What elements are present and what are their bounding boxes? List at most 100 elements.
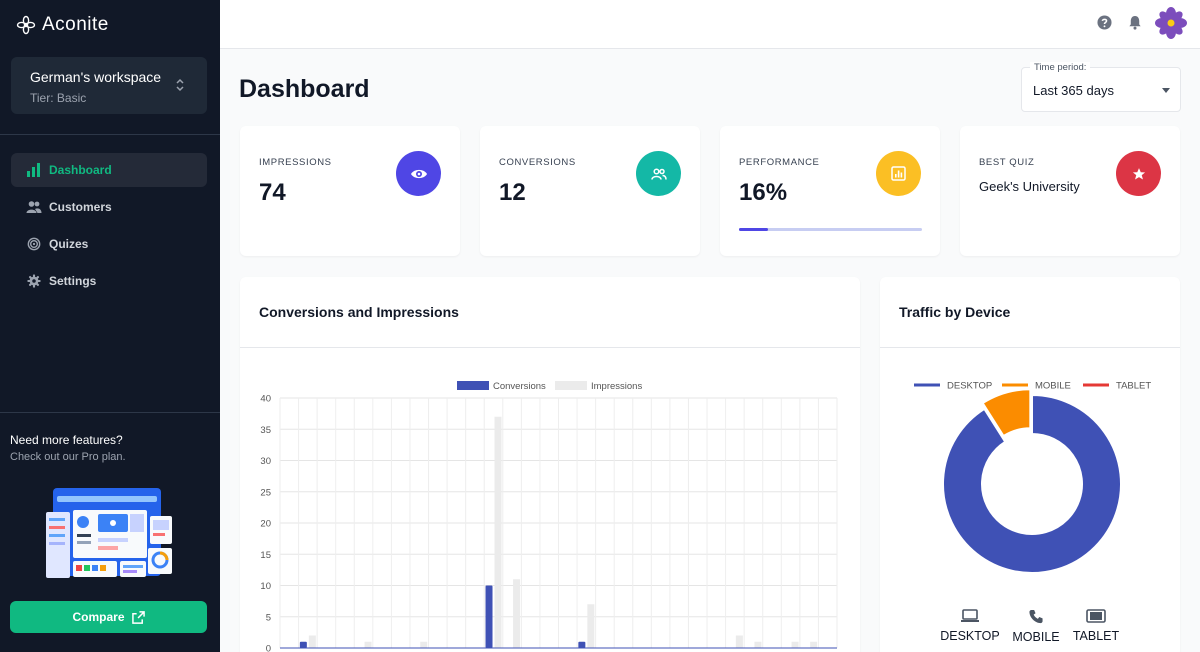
y-tick-label: 35 [260, 425, 271, 436]
tablet-icon [1086, 609, 1106, 623]
workspace-tier: Tier: Basic [30, 91, 87, 105]
pro-plan-promo: Need more features? Check out our Pro pl… [10, 433, 210, 578]
sidebar-item-dashboard[interactable]: Dashboard [11, 153, 207, 187]
star-icon [1132, 167, 1145, 180]
legend-swatch-conversions [457, 381, 489, 390]
performance-progress-fill [739, 228, 769, 231]
performance-card: PERFORMANCE 16% [720, 126, 940, 256]
legend-label-impressions: Impressions [591, 381, 642, 392]
bar-impressions [791, 641, 799, 648]
y-tick-label: 20 [260, 519, 271, 530]
laptop-icon [961, 609, 979, 622]
users-icon [650, 167, 667, 180]
target-icon [27, 237, 41, 251]
brand[interactable]: Aconite [16, 14, 109, 36]
stat-icon-circle [396, 151, 441, 196]
sidebar-item-customers[interactable]: Customers [11, 190, 207, 224]
time-period-value: Last 365 days [1033, 83, 1114, 98]
bar-impressions [735, 635, 743, 648]
legend-label-mobile: MOBILE [1035, 381, 1071, 392]
time-period-label: Time period: [1030, 62, 1091, 73]
bar-conversions [578, 641, 586, 648]
sidebar: Aconite German's workspace Tier: Basic D… [0, 0, 220, 652]
bar-impressions [308, 635, 316, 648]
y-tick-label: 30 [260, 456, 271, 467]
y-tick-label: 10 [260, 581, 271, 592]
donut-slice-mobile [981, 388, 1032, 438]
sidebar-item-label: Quizes [49, 237, 89, 251]
brand-name: Aconite [42, 14, 109, 35]
bar-conversions [485, 585, 493, 648]
y-tick-label: 40 [260, 394, 271, 405]
sidebar-divider [0, 134, 220, 135]
sidebar-item-label: Dashboard [49, 163, 112, 177]
sidebar-item-settings[interactable]: Settings [11, 264, 207, 298]
compare-button-label: Compare [72, 610, 125, 624]
chart-icon [891, 166, 906, 181]
y-tick-label: 0 [266, 644, 271, 652]
compare-button[interactable]: Compare [10, 601, 207, 633]
eye-icon [410, 169, 427, 178]
device-desktop: DESKTOP [940, 609, 1000, 643]
device-label: MOBILE [1012, 630, 1060, 644]
stat-value: 16% [739, 179, 788, 206]
bar-conversions [299, 641, 307, 648]
stat-label: BEST QUIZ [979, 157, 1035, 168]
users-icon [26, 201, 42, 213]
stat-icon-circle [1116, 151, 1161, 196]
bell-icon[interactable] [1128, 15, 1142, 30]
bar-impressions [420, 641, 428, 648]
bar-chart-icon [27, 163, 40, 177]
panel-title: Conversions and Impressions [259, 304, 459, 320]
panel-title: Traffic by Device [899, 304, 1011, 320]
chevron-up-down-icon [176, 78, 184, 92]
stat-icon-circle [876, 151, 921, 196]
device-mobile: MOBILE [1006, 609, 1066, 644]
stat-label: IMPRESSIONS [259, 157, 332, 168]
conversions-impressions-panel: Conversions and Impressions Conversions I… [240, 277, 860, 652]
page-title: Dashboard [239, 75, 370, 103]
bar-impressions [364, 641, 372, 648]
promo-title: Need more features? [10, 433, 123, 447]
sidebar-divider [0, 412, 220, 413]
workspace-switcher[interactable]: German's workspace Tier: Basic [11, 57, 207, 114]
avatar[interactable] [1155, 7, 1187, 39]
stat-label: CONVERSIONS [499, 157, 576, 168]
sidebar-item-label: Settings [49, 274, 97, 288]
legend-label-conversions: Conversions [493, 381, 546, 392]
donut-slice-desktop [942, 393, 1122, 574]
conversions-card: CONVERSIONS 12 [480, 126, 700, 256]
device-label: TABLET [1072, 629, 1120, 643]
stat-value: 74 [259, 179, 286, 206]
dashboard-illustration-icon [46, 488, 172, 578]
device-list: DESKTOP MOBILE TABLET [880, 607, 1180, 647]
bar-impressions [494, 416, 502, 648]
bar-impressions [754, 641, 762, 648]
caret-down-icon [1162, 88, 1170, 93]
legend-label-tablet: TABLET [1116, 381, 1151, 392]
sidebar-item-quizes[interactable]: Quizes [11, 227, 207, 261]
stat-label: PERFORMANCE [739, 157, 820, 168]
panel-divider [880, 347, 1180, 348]
sidebar-item-label: Customers [49, 200, 112, 214]
stat-value: Geek's University [979, 179, 1080, 194]
y-tick-label: 25 [260, 487, 271, 498]
legend-swatch-impressions [555, 381, 587, 390]
stat-icon-circle [636, 151, 681, 196]
help-icon[interactable] [1097, 15, 1112, 30]
legend-label-desktop: DESKTOP [947, 381, 992, 392]
promo-subtitle: Check out our Pro plan. [10, 451, 126, 463]
bar-impressions [810, 641, 818, 648]
device-label: DESKTOP [940, 629, 1000, 643]
aconite-logo-icon [16, 15, 36, 35]
impressions-card: IMPRESSIONS 74 [240, 126, 460, 256]
bar-impressions [587, 604, 595, 648]
bar-impressions [513, 579, 521, 648]
gear-icon [27, 274, 41, 288]
y-tick-label: 5 [266, 612, 271, 623]
stat-value: 12 [499, 179, 526, 206]
workspace-name: German's workspace [30, 69, 162, 85]
traffic-by-device-panel: Traffic by Device DESKTOP MOBILE TABLET DE… [880, 277, 1180, 652]
time-period-select[interactable]: Time period: Last 365 days [1021, 62, 1181, 112]
panel-divider [240, 347, 860, 348]
